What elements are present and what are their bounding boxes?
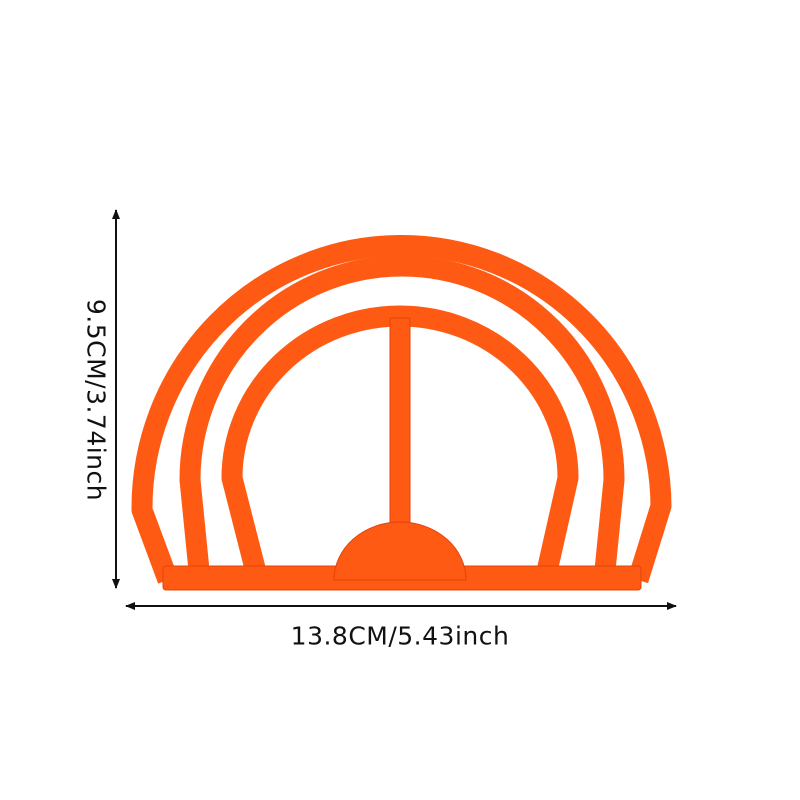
center-bump — [333, 521, 467, 581]
center-stem — [389, 317, 411, 539]
outer-ring — [131, 234, 672, 584]
height-label: 9.5CM/3.74inch — [81, 298, 111, 502]
inner-ring — [221, 305, 579, 583]
width-label: 13.8CM/5.43inch — [290, 621, 510, 651]
middle-ring — [179, 255, 625, 582]
hat-brim-bender — [131, 234, 672, 591]
